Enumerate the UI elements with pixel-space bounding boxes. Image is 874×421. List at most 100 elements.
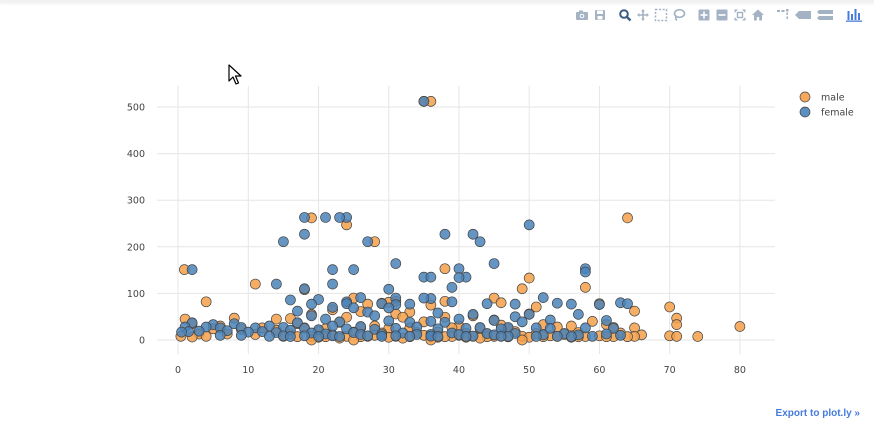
data-point[interactable] <box>327 278 338 290</box>
data-point[interactable] <box>523 219 535 231</box>
pan-icon[interactable] <box>635 6 651 24</box>
data-point[interactable] <box>664 301 676 313</box>
data-point[interactable] <box>320 313 331 325</box>
data-point[interactable] <box>495 331 507 342</box>
data-point[interactable] <box>608 323 619 334</box>
data-point[interactable] <box>418 96 430 107</box>
data-point[interactable] <box>530 331 542 342</box>
data-point[interactable] <box>439 316 451 328</box>
data-point[interactable] <box>362 236 374 248</box>
data-point[interactable] <box>692 331 704 342</box>
data-point[interactable] <box>313 331 324 342</box>
data-point[interactable] <box>299 228 310 240</box>
data-point[interactable] <box>474 322 486 333</box>
data-point[interactable] <box>271 278 282 290</box>
data-point[interactable] <box>622 298 633 310</box>
data-point[interactable] <box>306 298 317 310</box>
data-point[interactable] <box>573 309 584 320</box>
data-point[interactable] <box>278 236 289 248</box>
data-point[interactable] <box>327 302 338 313</box>
data-point[interactable] <box>516 316 528 328</box>
data-point[interactable] <box>481 298 493 310</box>
data-point[interactable] <box>186 264 198 275</box>
data-point[interactable] <box>200 296 212 308</box>
home-icon[interactable] <box>750 6 766 24</box>
data-point[interactable] <box>523 272 535 284</box>
zoom-icon[interactable] <box>617 6 633 24</box>
data-point[interactable] <box>404 298 416 310</box>
data-point[interactable] <box>348 264 359 275</box>
autoscale-icon[interactable] <box>732 6 748 24</box>
data-point[interactable] <box>523 309 535 320</box>
data-point[interactable] <box>537 292 549 303</box>
lasso-select-icon[interactable] <box>671 6 687 24</box>
hover-closest-icon[interactable] <box>793 6 813 24</box>
data-point[interactable] <box>292 317 303 329</box>
data-point[interactable] <box>671 319 683 330</box>
data-point[interactable] <box>327 320 338 332</box>
data-point[interactable] <box>516 283 528 295</box>
data-point[interactable] <box>320 212 331 223</box>
data-point[interactable] <box>551 330 563 342</box>
data-point[interactable] <box>509 298 521 310</box>
data-point[interactable] <box>446 281 458 293</box>
data-point[interactable] <box>376 331 388 342</box>
data-point[interactable] <box>488 315 500 326</box>
data-point[interactable] <box>516 334 528 346</box>
data-point[interactable] <box>495 297 507 309</box>
data-point[interactable] <box>334 212 345 223</box>
data-point[interactable] <box>615 330 626 341</box>
legend-item-male[interactable]: male <box>799 91 845 104</box>
data-point[interactable] <box>285 331 296 342</box>
data-point[interactable] <box>249 278 261 290</box>
data-point[interactable] <box>530 301 542 313</box>
save-icon[interactable] <box>592 6 608 24</box>
data-point[interactable] <box>587 330 598 342</box>
data-point[interactable] <box>580 281 591 293</box>
data-point[interactable] <box>176 326 187 338</box>
export-to-plotly-link[interactable]: Export to plot.ly » <box>775 408 860 419</box>
data-point[interactable] <box>348 302 359 314</box>
box-select-icon[interactable] <box>653 6 669 24</box>
data-point[interactable] <box>418 292 430 304</box>
data-point[interactable] <box>467 309 479 320</box>
data-points[interactable] <box>175 96 746 346</box>
data-point[interactable] <box>425 316 437 327</box>
data-point[interactable] <box>594 299 605 310</box>
data-point[interactable] <box>235 330 247 341</box>
data-point[interactable] <box>390 258 402 269</box>
data-point[interactable] <box>383 283 395 295</box>
data-point[interactable] <box>299 330 310 342</box>
data-point[interactable] <box>306 310 317 322</box>
data-point[interactable] <box>439 263 451 275</box>
data-point[interactable] <box>299 283 310 295</box>
data-point[interactable] <box>587 316 598 327</box>
legend-item-female[interactable]: female <box>799 106 854 119</box>
data-point[interactable] <box>544 323 556 334</box>
data-point[interactable] <box>425 271 437 283</box>
data-point[interactable] <box>565 320 577 332</box>
zoom-in-icon[interactable] <box>696 6 712 24</box>
data-point[interactable] <box>214 330 226 341</box>
plotly-logo-icon[interactable] <box>844 6 864 24</box>
series-female[interactable] <box>176 96 633 342</box>
data-point[interactable] <box>299 212 310 223</box>
camera-icon[interactable] <box>574 6 590 24</box>
data-point[interactable] <box>334 331 345 342</box>
data-point[interactable] <box>432 307 444 319</box>
data-point[interactable] <box>327 264 338 275</box>
data-point[interactable] <box>565 331 577 342</box>
data-point[interactable] <box>580 266 591 278</box>
data-point[interactable] <box>488 258 500 269</box>
data-point[interactable] <box>383 302 395 314</box>
data-point[interactable] <box>453 313 465 325</box>
data-point[interactable] <box>271 313 282 325</box>
data-point[interactable] <box>362 330 374 342</box>
legend[interactable]: male female <box>799 91 854 119</box>
data-point[interactable] <box>355 292 367 303</box>
data-point[interactable] <box>580 322 591 334</box>
data-point[interactable] <box>460 331 472 342</box>
data-point[interactable] <box>285 294 296 306</box>
data-point[interactable] <box>383 315 395 327</box>
